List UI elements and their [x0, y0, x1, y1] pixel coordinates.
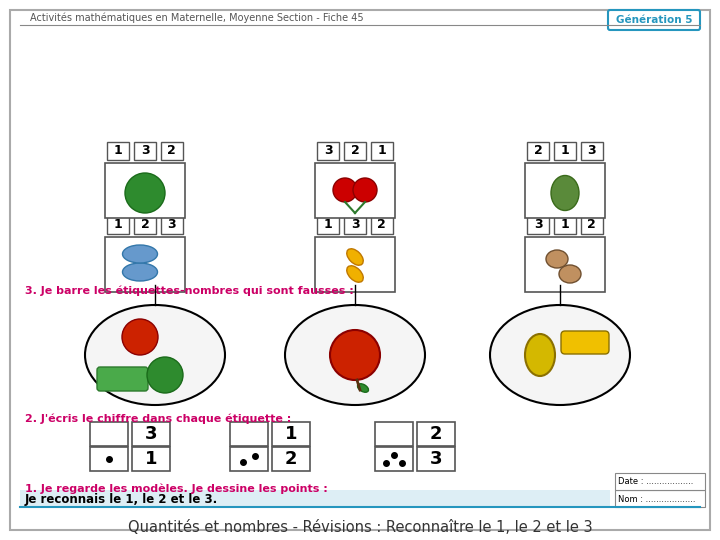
FancyBboxPatch shape: [417, 422, 455, 446]
FancyBboxPatch shape: [97, 367, 148, 391]
FancyBboxPatch shape: [542, 260, 578, 285]
FancyBboxPatch shape: [230, 447, 268, 471]
FancyBboxPatch shape: [90, 422, 128, 446]
FancyBboxPatch shape: [230, 422, 268, 446]
Ellipse shape: [285, 305, 425, 405]
Text: 3: 3: [430, 450, 442, 468]
FancyBboxPatch shape: [318, 216, 339, 234]
FancyBboxPatch shape: [580, 216, 603, 234]
Text: 2: 2: [534, 145, 543, 158]
Text: 1: 1: [561, 145, 570, 158]
Ellipse shape: [546, 250, 568, 268]
Text: 2: 2: [588, 219, 596, 232]
Ellipse shape: [122, 263, 158, 281]
FancyBboxPatch shape: [344, 142, 366, 160]
FancyBboxPatch shape: [375, 447, 413, 471]
Ellipse shape: [358, 384, 369, 392]
FancyBboxPatch shape: [90, 447, 128, 471]
FancyBboxPatch shape: [337, 260, 373, 285]
Ellipse shape: [122, 245, 158, 263]
Ellipse shape: [347, 249, 364, 265]
FancyBboxPatch shape: [527, 216, 549, 234]
Text: Activités mathématiques en Maternelle, Moyenne Section - Fiche 45: Activités mathématiques en Maternelle, M…: [30, 13, 364, 23]
FancyBboxPatch shape: [554, 142, 576, 160]
FancyBboxPatch shape: [525, 237, 605, 292]
Circle shape: [122, 319, 158, 355]
Text: 3: 3: [588, 145, 596, 158]
Text: 2: 2: [284, 450, 297, 468]
Text: 3: 3: [324, 145, 333, 158]
FancyBboxPatch shape: [132, 422, 170, 446]
FancyBboxPatch shape: [608, 10, 700, 30]
FancyBboxPatch shape: [272, 447, 310, 471]
Ellipse shape: [551, 176, 579, 211]
FancyBboxPatch shape: [134, 142, 156, 160]
Ellipse shape: [347, 266, 364, 282]
Circle shape: [147, 357, 183, 393]
Text: 2: 2: [167, 145, 176, 158]
Ellipse shape: [85, 305, 225, 405]
FancyBboxPatch shape: [10, 10, 710, 530]
FancyBboxPatch shape: [107, 142, 130, 160]
FancyBboxPatch shape: [554, 216, 576, 234]
FancyBboxPatch shape: [318, 142, 339, 160]
FancyBboxPatch shape: [132, 447, 170, 471]
Text: 2: 2: [377, 219, 386, 232]
Text: 2: 2: [140, 219, 149, 232]
FancyBboxPatch shape: [344, 216, 366, 234]
Ellipse shape: [525, 334, 555, 376]
Text: Je reconnais le 1, le 2 et le 3.: Je reconnais le 1, le 2 et le 3.: [25, 494, 218, 507]
FancyBboxPatch shape: [371, 216, 392, 234]
FancyBboxPatch shape: [134, 216, 156, 234]
FancyBboxPatch shape: [107, 216, 130, 234]
Circle shape: [125, 173, 165, 213]
Text: 1: 1: [145, 450, 157, 468]
FancyBboxPatch shape: [527, 142, 549, 160]
FancyBboxPatch shape: [371, 142, 392, 160]
Text: 1: 1: [284, 425, 297, 443]
FancyBboxPatch shape: [315, 163, 395, 218]
FancyBboxPatch shape: [272, 422, 310, 446]
FancyBboxPatch shape: [417, 447, 455, 471]
Text: 3: 3: [351, 219, 359, 232]
Text: 2: 2: [351, 145, 359, 158]
Ellipse shape: [559, 265, 581, 283]
FancyBboxPatch shape: [525, 163, 605, 218]
Text: Date : ..................: Date : ..................: [618, 477, 693, 487]
Text: 1: 1: [561, 219, 570, 232]
FancyBboxPatch shape: [615, 473, 705, 490]
FancyBboxPatch shape: [315, 237, 395, 292]
FancyBboxPatch shape: [375, 422, 413, 446]
Text: 3: 3: [140, 145, 149, 158]
Text: Génération 5: Génération 5: [616, 15, 692, 25]
Text: 2: 2: [430, 425, 442, 443]
Text: 1: 1: [377, 145, 386, 158]
FancyBboxPatch shape: [561, 331, 609, 354]
FancyBboxPatch shape: [20, 490, 610, 507]
Text: 1: 1: [114, 219, 122, 232]
Text: Nom : ...................: Nom : ...................: [618, 496, 696, 504]
Ellipse shape: [490, 305, 630, 405]
Circle shape: [333, 178, 357, 202]
FancyBboxPatch shape: [105, 163, 185, 218]
Text: 1: 1: [324, 219, 333, 232]
Text: 3: 3: [167, 219, 176, 232]
FancyBboxPatch shape: [615, 490, 705, 507]
Circle shape: [330, 330, 380, 380]
Text: Quantités et nombres - Révisions : Reconnaître le 1, le 2 et le 3: Quantités et nombres - Révisions : Recon…: [127, 520, 593, 535]
FancyBboxPatch shape: [105, 237, 185, 292]
FancyBboxPatch shape: [137, 260, 173, 285]
Text: 3: 3: [145, 425, 157, 443]
Text: 2. J'écris le chiffre dans chaque étiquette :: 2. J'écris le chiffre dans chaque étique…: [25, 413, 292, 423]
Text: 3. Je barre les étiquettes-nombres qui sont fausses :: 3. Je barre les étiquettes-nombres qui s…: [25, 285, 354, 295]
Circle shape: [353, 178, 377, 202]
Text: 1: 1: [114, 145, 122, 158]
Text: 3: 3: [534, 219, 543, 232]
Text: 1. Je regarde les modèles. Je dessine les points :: 1. Je regarde les modèles. Je dessine le…: [25, 484, 328, 495]
FancyBboxPatch shape: [161, 142, 183, 160]
FancyBboxPatch shape: [161, 216, 183, 234]
FancyBboxPatch shape: [580, 142, 603, 160]
